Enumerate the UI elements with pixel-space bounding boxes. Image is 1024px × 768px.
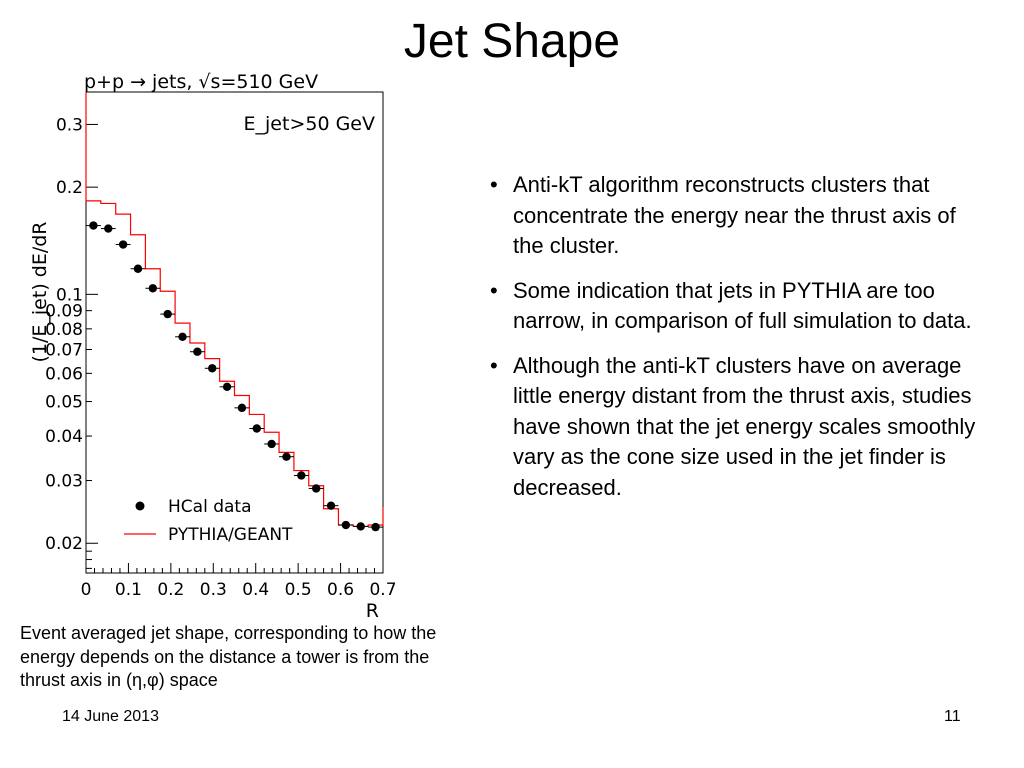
x-tick-label: 0.5: [285, 580, 312, 600]
data-point: [282, 452, 291, 461]
bullet-item: • Although the anti-kT clusters have on a…: [490, 352, 976, 500]
page-number: 11: [944, 708, 961, 725]
y-tick-label: 0.1: [56, 285, 83, 305]
slide-title: Jet Shape: [403, 15, 621, 68]
x-tick-label: 0.2: [157, 580, 184, 600]
data-point: [237, 403, 247, 413]
data-point: [326, 501, 336, 510]
bullet-text: Although the anti-kT clusters have on av…: [513, 352, 976, 500]
bullet-item: • Some indication that jets in PYTHIA are…: [490, 277, 972, 334]
bullet-text: Anti-kT algorithm reconstructs clusters …: [513, 172, 956, 258]
y-tick-label: 0.04: [45, 427, 83, 447]
data-point: [208, 364, 217, 373]
x-tick-label: 0.7: [369, 580, 396, 600]
x-tick-label: 0.4: [242, 580, 269, 600]
data-point: [133, 264, 143, 273]
data-point: [222, 382, 232, 391]
y-axis-label: (1/E_jet) dE/dR: [29, 221, 51, 362]
bullet-text: Some indication that jets in PYTHIA are …: [513, 277, 972, 334]
data-point: [163, 309, 172, 319]
y-tick-label: 0.05: [45, 393, 83, 413]
data-point: [118, 240, 128, 249]
data-point: [148, 284, 158, 293]
x-tick-label: 0: [81, 580, 92, 600]
data-point: [371, 522, 380, 532]
y-tick-label: 0.03: [45, 472, 83, 492]
legend-label-mc: PYTHIA/GEANT: [168, 525, 293, 545]
y-tick-label: 0.06: [45, 364, 83, 384]
data-point: [297, 471, 306, 480]
data-point: [267, 439, 276, 449]
data-point: [178, 332, 187, 341]
x-tick-label: 0.1: [115, 580, 142, 600]
data-point: [341, 520, 351, 530]
jet-shape-chart: 0 0.1 0.2 0.3 0.4 0.5 0.6 0.7 0.02 0.03 0.04 0.05 0.…: [29, 71, 397, 622]
data-point: [311, 484, 321, 493]
y-tick-label: 0.02: [45, 534, 83, 554]
x-tick-label: 0.6: [327, 580, 354, 600]
data-point: [104, 224, 113, 233]
y-tick-label: 0.07: [45, 341, 83, 361]
data-point: [252, 424, 261, 433]
y-tick-label: 0.2: [56, 178, 83, 198]
plot-frame: [85, 91, 384, 574]
figure-caption: Event averaged jet shape, corresponding …: [20, 623, 437, 690]
y-tick-label: 0.08: [45, 320, 83, 340]
data-point: [356, 522, 365, 531]
legend-marker-data: [135, 501, 145, 511]
x-axis-label: R: [366, 600, 379, 622]
data-point: [89, 221, 98, 230]
data-point: [193, 347, 202, 356]
legend-label-data: HCal data: [168, 497, 252, 517]
bullet-item: • Anti-kT algorithm reconstructs clusters…: [490, 172, 956, 258]
footer-date: 14 June 2013: [62, 708, 159, 725]
bullet-list: • Anti-kT algorithm reconstructs clusters…: [488, 170, 978, 517]
y-tick-label: 0.09: [45, 302, 83, 322]
pythia-geant-step-line: [85, 92, 384, 528]
chart-annotation: E_jet>50 GeV: [244, 113, 375, 135]
chart-title: p+p → jets, √s=510 GeV: [84, 71, 318, 93]
x-tick-label: 0.3: [200, 580, 227, 600]
y-tick-label: 0.3: [56, 115, 83, 135]
